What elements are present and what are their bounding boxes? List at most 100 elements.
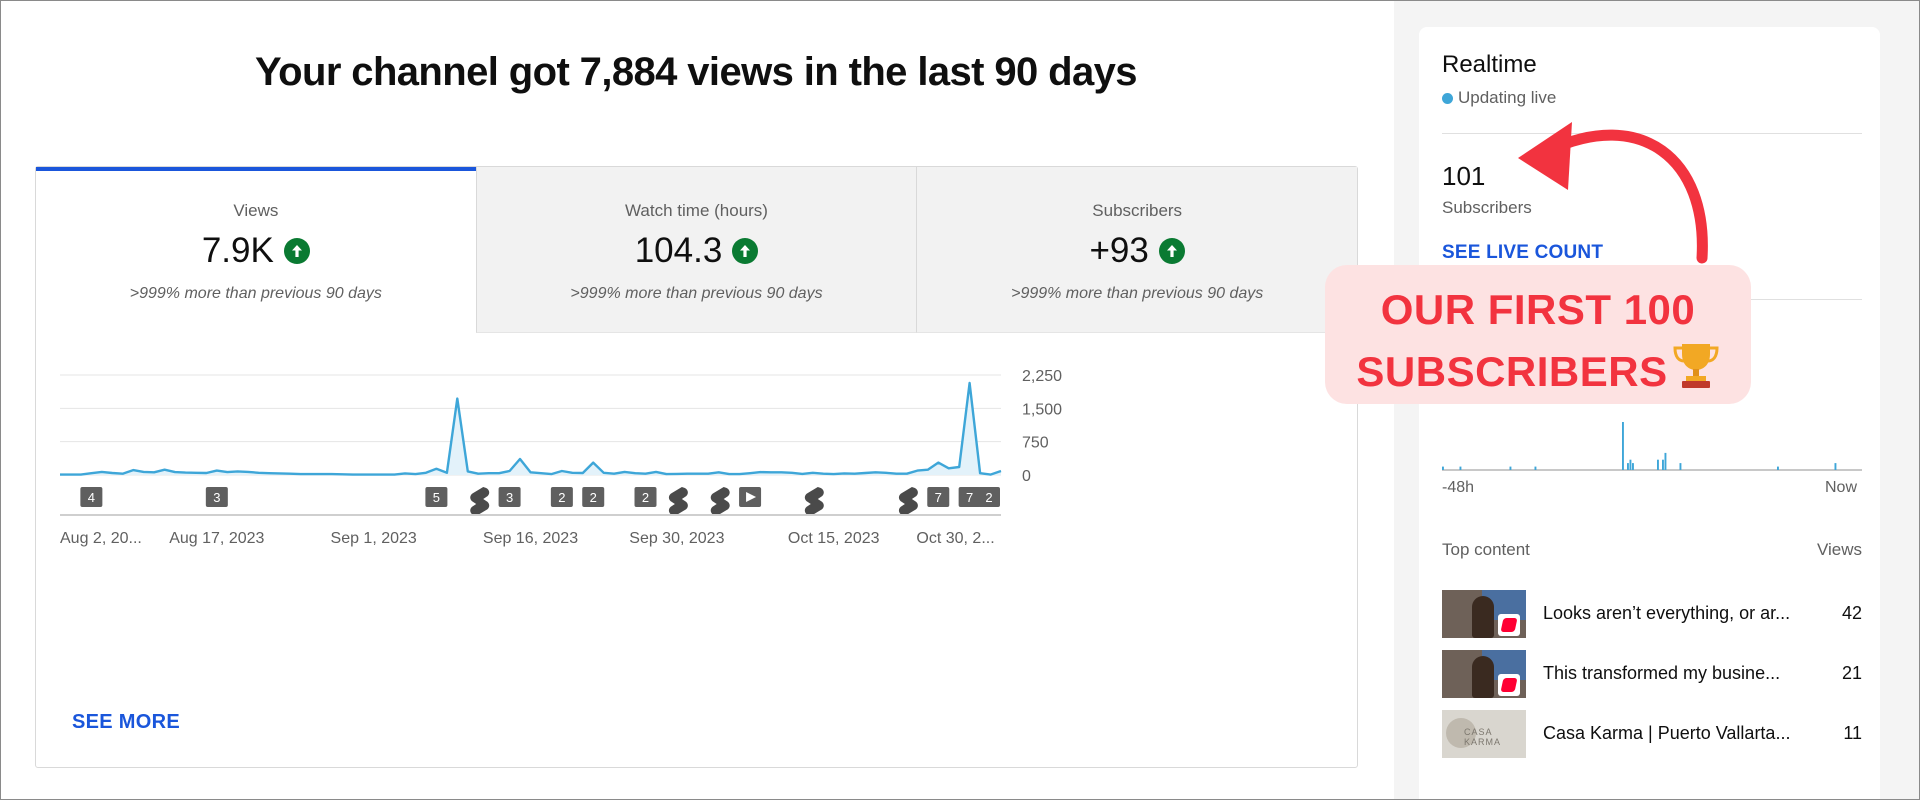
video-thumbnail: CASA KARMA	[1442, 710, 1526, 758]
top-content-item[interactable]: Looks aren’t everything, or ar... 42	[1442, 590, 1862, 640]
video-thumbnail	[1442, 590, 1526, 638]
video-title: Casa Karma | Puerto Vallarta...	[1543, 723, 1791, 743]
play-icon	[746, 492, 757, 502]
arrow-up-icon	[283, 238, 310, 264]
overview-card: Views 7.9K >999% more than previous 90 d…	[35, 166, 1358, 768]
tab-label: Subscribers	[1092, 201, 1183, 220]
y-tick-label: 0	[1022, 468, 1031, 485]
tab-comparison: >999% more than previous 90 days	[1011, 285, 1264, 302]
tab-views[interactable]: Views 7.9K >999% more than previous 90 d…	[36, 167, 476, 333]
tab-subscribers[interactable]: Subscribers +93 >999% more than previous…	[916, 167, 1358, 333]
realtime-bar	[1442, 466, 1444, 470]
shorts-icon	[470, 487, 490, 516]
video-marker[interactable]: 3	[498, 487, 521, 507]
realtime-chart	[1442, 422, 1862, 471]
pointer-arrow-icon	[1518, 122, 1708, 264]
video-title: This transformed my busine...	[1543, 663, 1781, 683]
views-area	[60, 383, 1001, 475]
tab-label: Views	[233, 201, 279, 220]
realtime-bar	[1679, 463, 1682, 470]
video-views: 21	[1841, 663, 1862, 683]
marker-count: 7	[935, 490, 942, 505]
video-views: 42	[1841, 603, 1862, 623]
top-content-item[interactable]: This transformed my busine... 21	[1442, 650, 1862, 700]
realtime-bar	[1622, 422, 1624, 470]
video-marker[interactable]: 2	[634, 487, 657, 507]
x-tick-label: Sep 16, 2023	[483, 530, 578, 547]
shorts-icon	[710, 487, 730, 516]
video-marker[interactable]: 7	[958, 487, 981, 507]
thumbnail-logo: CASA KARMA	[1464, 727, 1502, 747]
marker-count: 2	[590, 490, 597, 505]
subscriber-count-label: Subscribers	[1442, 198, 1532, 217]
realtime-bar	[1664, 452, 1667, 470]
video-marker[interactable]: 2	[978, 487, 1000, 507]
video-marker[interactable]	[470, 487, 490, 516]
marker-count: 2	[642, 490, 649, 505]
video-title: Looks aren’t everything, or ar...	[1543, 603, 1791, 623]
see-live-count-link[interactable]: SEE LIVE COUNT	[1442, 242, 1604, 263]
x-tick-label: Oct 30, 2...	[916, 530, 994, 547]
realtime-bar	[1627, 463, 1629, 470]
arrow-up-icon	[732, 238, 759, 264]
shorts-icon	[1498, 614, 1520, 636]
marker-count: 2	[558, 490, 565, 505]
x-tick-label: Sep 30, 2023	[629, 530, 724, 547]
tab-watch-time[interactable]: Watch time (hours) 104.3 >999% more than…	[475, 167, 917, 333]
video-thumbnail	[1442, 650, 1526, 698]
realtime-bar	[1459, 466, 1462, 470]
video-marker[interactable]	[668, 487, 688, 516]
tab-value: 104.3	[634, 231, 723, 270]
realtime-bar	[1657, 459, 1659, 470]
see-more-link[interactable]: SEE MORE	[72, 711, 180, 733]
page-headline: Your channel got 7,884 views in the last…	[255, 50, 1138, 94]
marker-count: 5	[433, 490, 440, 505]
y-tick-label: 2,250	[1022, 368, 1062, 385]
y-tick-label: 750	[1022, 435, 1049, 452]
marker-box	[978, 487, 1000, 507]
realtime-axis-end: Now	[1824, 479, 1857, 496]
video-marker[interactable]: 2	[582, 487, 605, 507]
views-line	[60, 381, 1002, 476]
marker-box	[927, 487, 950, 507]
marker-box	[550, 487, 573, 507]
x-tick-label: Oct 15, 2023	[788, 530, 880, 547]
shorts-icon	[668, 487, 688, 516]
marker-box	[80, 487, 103, 507]
video-marker[interactable]	[739, 487, 762, 507]
divider	[1442, 133, 1862, 134]
realtime-bar	[1629, 459, 1632, 470]
marker-count: 3	[213, 490, 220, 505]
tab-value: +93	[1089, 231, 1149, 270]
tab-label: Watch time (hours)	[625, 201, 768, 220]
arrow-up-icon	[1158, 238, 1185, 264]
marker-count: 3	[506, 490, 513, 505]
realtime-bar	[1509, 466, 1512, 470]
video-marker[interactable]: 4	[80, 487, 103, 507]
video-marker[interactable]: 7	[927, 487, 950, 507]
marker-box	[205, 487, 228, 507]
marker-box	[498, 487, 521, 507]
views-column-label: Views	[1816, 540, 1862, 559]
realtime-bar	[1662, 459, 1664, 470]
top-content-item[interactable]: CASA KARMA Casa Karma | Puerto Vallarta..…	[1442, 710, 1862, 760]
video-marker[interactable]	[710, 487, 730, 516]
live-status: Updating live	[1442, 88, 1556, 108]
realtime-bar	[1777, 466, 1779, 470]
banner-line-2: SUBSCRIBERS	[1356, 348, 1668, 395]
y-tick-label: 1,500	[1022, 401, 1062, 418]
video-marker[interactable]	[804, 487, 824, 516]
top-content-label: Top content	[1442, 540, 1530, 559]
realtime-bar	[1534, 466, 1537, 470]
video-marker[interactable]: 3	[205, 487, 228, 507]
video-marker[interactable]	[898, 487, 918, 516]
video-marker[interactable]: 5	[425, 487, 448, 507]
realtime-card: Realtime Updating live 101 Subscribers S…	[1419, 27, 1880, 800]
video-marker[interactable]: 2	[550, 487, 573, 507]
marker-box	[958, 487, 981, 507]
shorts-icon	[804, 487, 824, 516]
marker-box	[425, 487, 448, 507]
banner-line-1: OUR FIRST 100	[1380, 286, 1696, 333]
x-tick-label: Aug 2, 20...	[60, 530, 142, 547]
